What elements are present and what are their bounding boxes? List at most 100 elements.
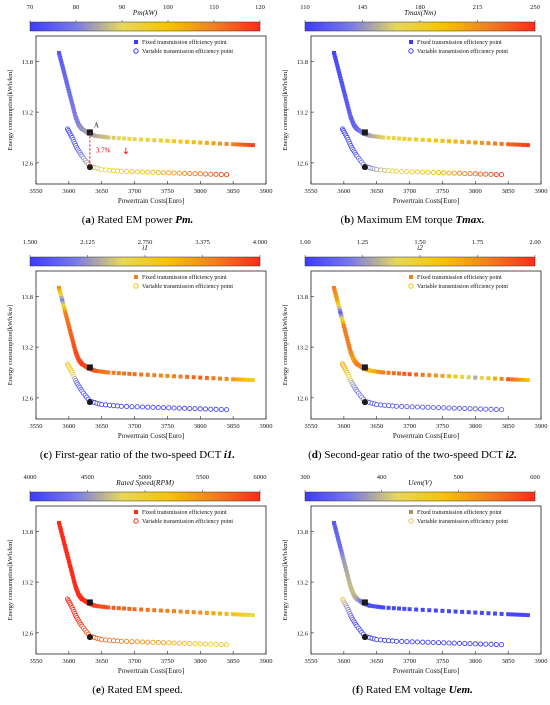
fixed-efficiency-point bbox=[346, 106, 351, 111]
caption-symbol: i2. bbox=[505, 449, 517, 461]
chart-panel-b: Tmax(Nm) 110 145 180 215 250 3550 3600 3650 3700 3… bbox=[275, 0, 550, 235]
variable-efficiency-point bbox=[224, 642, 230, 648]
highlight-fixed-point bbox=[86, 599, 93, 606]
variable-efficiency-point bbox=[166, 640, 172, 646]
fixed-efficiency-point bbox=[340, 83, 345, 88]
fixed-efficiency-point bbox=[57, 520, 61, 525]
fixed-efficiency-point bbox=[333, 58, 338, 63]
fixed-efficiency-point bbox=[339, 548, 344, 553]
variable-efficiency-point bbox=[404, 404, 410, 410]
fixed-efficiency-point bbox=[64, 81, 69, 86]
legend-entry: Variable transmission efficiency point bbox=[417, 518, 508, 525]
colorbar-tick-label: 90 bbox=[119, 4, 126, 11]
x-tick-label: 3550 bbox=[30, 423, 43, 430]
fixed-efficiency-point bbox=[386, 605, 391, 610]
x-tick-label: 3700 bbox=[128, 188, 141, 195]
fixed-efficiency-point bbox=[339, 313, 344, 318]
fixed-efficiency-point bbox=[347, 346, 352, 351]
variable-efficiency-point bbox=[441, 640, 447, 646]
panel-letter: (a) bbox=[81, 214, 98, 226]
colorbar-tick-label: 70 bbox=[27, 4, 34, 11]
fixed-efficiency-point bbox=[447, 609, 451, 614]
fixed-efficiency-point bbox=[506, 612, 511, 617]
fixed-efficiency-point bbox=[224, 611, 229, 616]
fixed-efficiency-point bbox=[460, 609, 465, 614]
variable-efficiency-point bbox=[129, 404, 135, 410]
annotation-arrow bbox=[123, 147, 129, 155]
fixed-efficiency-point bbox=[381, 605, 386, 610]
fixed-efficiency-point bbox=[185, 374, 190, 379]
x-axis-label: Powertrain Costs[Euro] bbox=[393, 667, 459, 675]
variable-efficiency-point bbox=[499, 642, 505, 648]
colorbar bbox=[304, 256, 536, 267]
fixed-efficiency-point bbox=[70, 101, 75, 106]
variable-efficiency-point bbox=[472, 406, 478, 412]
fixed-efficiency-point bbox=[343, 566, 348, 571]
caption-text: Maximum EM torque bbox=[356, 214, 456, 226]
fixed-efficiency-point bbox=[65, 553, 70, 558]
fixed-efficiency-point bbox=[158, 373, 163, 378]
fixed-efficiency-point bbox=[70, 571, 75, 576]
variable-efficiency-point bbox=[139, 404, 146, 410]
fixed-efficiency-point bbox=[61, 538, 66, 543]
x-tick-label: 3750 bbox=[436, 423, 449, 430]
colorbar-tick-label: 400 bbox=[377, 474, 387, 481]
variable-efficiency-point bbox=[488, 406, 494, 412]
variable-efficiency-point bbox=[451, 170, 457, 176]
fixed-efficiency-point bbox=[335, 63, 340, 68]
fixed-efficiency-point bbox=[368, 368, 373, 373]
x-tick-label: 3650 bbox=[370, 188, 383, 195]
colorbar-tick-label: 1.500 bbox=[23, 239, 38, 246]
fixed-efficiency-point bbox=[499, 141, 504, 146]
fixed-efficiency-point bbox=[178, 374, 183, 379]
legend-marker bbox=[133, 518, 139, 524]
variable-efficiency-point bbox=[208, 406, 214, 412]
fixed-efficiency-point bbox=[57, 53, 62, 58]
colorbar-title: Uem(V) bbox=[408, 478, 432, 487]
fixed-efficiency-point bbox=[98, 134, 103, 139]
x-tick-label: 3800 bbox=[469, 188, 482, 195]
fixed-efficiency-point bbox=[343, 564, 348, 569]
fixed-efficiency-point bbox=[440, 373, 445, 378]
fixed-efficiency-point bbox=[66, 88, 71, 93]
fixed-efficiency-point bbox=[447, 374, 451, 379]
legend-marker bbox=[133, 48, 139, 54]
fixed-efficiency-point bbox=[338, 546, 343, 551]
x-tick-label: 3750 bbox=[161, 423, 174, 430]
fixed-efficiency-point bbox=[218, 141, 222, 146]
y-tick-label: 13.8 bbox=[297, 529, 308, 536]
fixed-efficiency-point bbox=[486, 611, 491, 616]
caption-text: Second-gear ratio of the two-speed DCT bbox=[324, 449, 506, 461]
fixed-efficiency-point bbox=[514, 612, 519, 617]
fixed-efficiency-point bbox=[64, 548, 69, 553]
fixed-efficiency-point bbox=[145, 372, 150, 377]
variable-efficiency-point bbox=[467, 171, 473, 177]
colorbar-title: Tmax(Nm) bbox=[404, 8, 437, 17]
fixed-efficiency-point bbox=[68, 331, 73, 336]
variable-efficiency-point bbox=[456, 640, 463, 646]
fixed-efficiency-point bbox=[93, 603, 98, 608]
variable-efficiency-point bbox=[483, 641, 489, 647]
fixed-efficiency-point bbox=[332, 520, 336, 525]
plot-frame bbox=[310, 505, 542, 655]
fixed-efficiency-point bbox=[57, 50, 61, 55]
fixed-efficiency-point bbox=[517, 612, 522, 617]
variable-efficiency-point bbox=[493, 406, 499, 413]
variable-efficiency-point bbox=[393, 168, 399, 174]
fixed-efficiency-point bbox=[198, 610, 203, 615]
fixed-efficiency-point bbox=[62, 73, 67, 78]
variable-efficiency-point bbox=[477, 641, 484, 647]
fixed-efficiency-point bbox=[345, 336, 350, 341]
y-tick-label: 12.6 bbox=[22, 395, 34, 402]
x-axis-label: Powertrain Costs[Euro] bbox=[118, 667, 184, 675]
y-axis-label: Energy consumption[kWh/km] bbox=[7, 540, 14, 621]
fixed-efficiency-point bbox=[68, 94, 73, 99]
panel-letter: (d) bbox=[308, 449, 325, 461]
fixed-efficiency-point bbox=[58, 58, 63, 63]
fixed-efficiency-point bbox=[337, 306, 342, 311]
fixed-efficiency-point bbox=[506, 142, 511, 147]
fixed-efficiency-point bbox=[68, 564, 73, 569]
fixed-efficiency-point bbox=[72, 581, 77, 586]
fixed-efficiency-point bbox=[427, 608, 432, 613]
panel-caption: (d) Second-gear ratio of the two-speed D… bbox=[275, 449, 550, 461]
